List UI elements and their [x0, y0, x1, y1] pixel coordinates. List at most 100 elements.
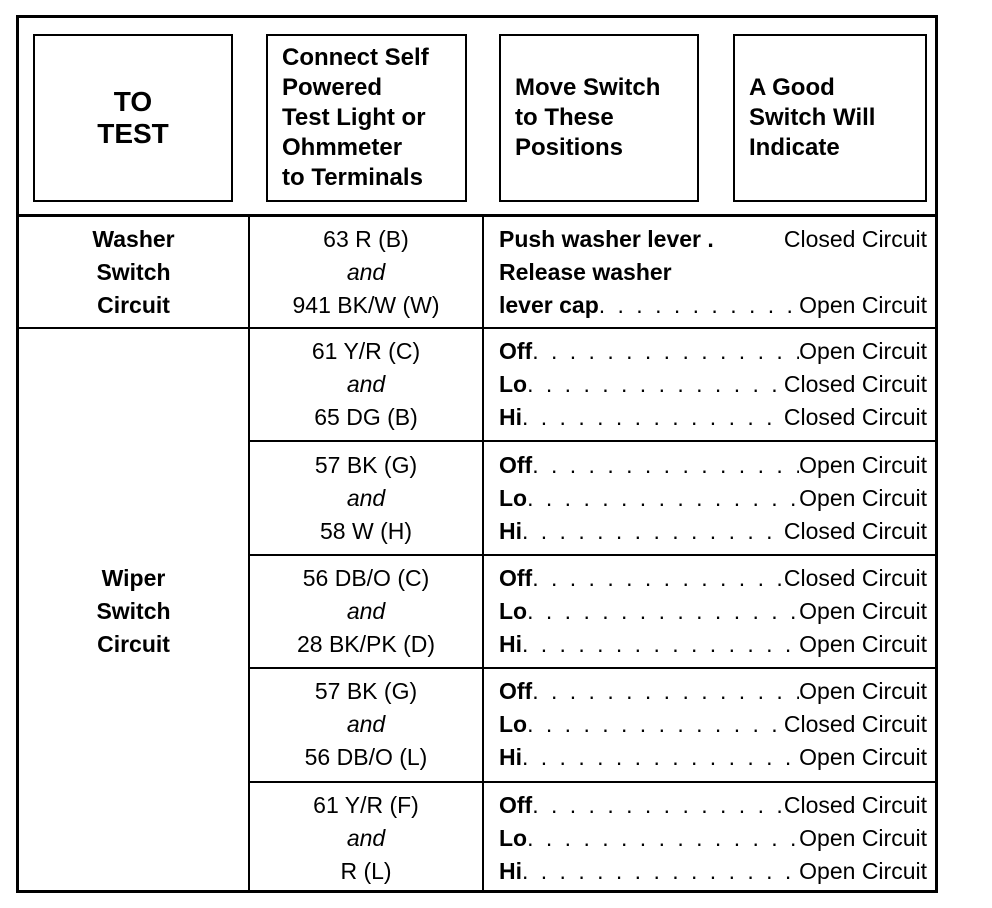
wiper-positions: Off Open Circuit Lo Open Circuit Hi Closed Ci…: [499, 442, 927, 553]
and-text: and: [346, 258, 386, 285]
label-line: Washer: [92, 225, 175, 252]
result: Open Circuit: [799, 857, 927, 884]
header-line: to Terminals: [282, 164, 423, 191]
position: Hi: [499, 744, 522, 771]
label-line: Circuit: [97, 630, 170, 657]
terminal: 61 Y/R (F): [313, 791, 419, 818]
label-line: Wiper: [101, 564, 166, 591]
position-line: Off Open Circuit: [499, 449, 927, 482]
result: Open Circuit: [799, 678, 927, 705]
column-divider: [248, 216, 250, 890]
result: Closed Circuit: [783, 371, 927, 398]
row-divider: [250, 440, 935, 443]
wiper-terminals: 57 BK (G) and 56 DB/O (L): [250, 669, 482, 780]
header-move-switch: Move Switch to These Positions: [499, 34, 699, 202]
label-line: Switch: [96, 258, 171, 285]
position-line: Off Closed Circuit: [499, 789, 927, 822]
position: Lo: [499, 824, 528, 851]
position-line: Lo Open Circuit: [499, 595, 927, 628]
row-divider: [250, 667, 935, 670]
position-line: Lo Open Circuit: [499, 482, 927, 515]
header-line: Move Switch: [515, 74, 661, 101]
position: Lo: [499, 371, 528, 398]
position: Off: [499, 451, 533, 478]
label-line: Circuit: [97, 291, 170, 318]
result: Open Circuit: [799, 824, 927, 851]
washer-positions: Push washer lever . Closed Circuit Releas…: [499, 217, 927, 327]
position-line: lever cap Open Circuit: [499, 289, 927, 322]
result: Closed Circuit: [783, 225, 927, 252]
header-line: Connect Self: [282, 44, 429, 71]
header-line: TEST: [97, 118, 169, 149]
position: Off: [499, 791, 533, 818]
position-line: Push washer lever . Closed Circuit: [499, 223, 927, 256]
terminal: 56 DB/O (C): [302, 564, 430, 591]
position-line: Off Open Circuit: [499, 675, 927, 708]
position: Hi: [499, 404, 522, 431]
wiper-positions: Off Open Circuit Lo Closed Circuit Hi Closed …: [499, 329, 927, 440]
result: Closed Circuit: [783, 404, 927, 431]
position-line: Lo Closed Circuit: [499, 708, 927, 741]
header-connect: Connect Self Powered Test Light or Ohmmeter…: [266, 34, 467, 202]
wiper-positions: Off Closed Circuit Lo Open Circuit Hi Open Ci…: [499, 556, 927, 667]
header-line: Indicate: [749, 134, 840, 161]
washer-circuit-label: Washer Switch Circuit: [19, 217, 248, 327]
result: Open Circuit: [799, 484, 927, 511]
header-line: Powered: [282, 74, 383, 101]
result: Open Circuit: [799, 451, 927, 478]
position-line: Off Open Circuit: [499, 335, 927, 368]
terminal: 63 R (B): [323, 225, 409, 252]
position: Release washer: [499, 258, 672, 285]
position: Lo: [499, 597, 528, 624]
position: lever cap: [499, 291, 599, 318]
header-to-test: TO TEST: [33, 34, 233, 202]
row-divider: [19, 327, 935, 329]
position: Lo: [499, 484, 528, 511]
result: Open Circuit: [799, 291, 927, 318]
wiper-terminals: 57 BK (G) and 58 W (H): [250, 442, 482, 553]
header-line: Test Light or: [282, 104, 426, 131]
terminal: 65 DG (B): [314, 404, 418, 431]
terminal: 57 BK (G): [314, 451, 418, 478]
position-line: Hi Closed Circuit: [499, 401, 927, 434]
label-line: Switch: [96, 597, 171, 624]
header-good-switch: A Good Switch Will Indicate: [733, 34, 927, 202]
header-line: Switch Will: [749, 104, 876, 131]
terminal: 58 W (H): [320, 517, 412, 544]
result: Closed Circuit: [783, 564, 927, 591]
and-text: and: [346, 824, 386, 851]
wiper-terminals: 56 DB/O (C) and 28 BK/PK (D): [250, 556, 482, 667]
position: Hi: [499, 857, 522, 884]
position: Off: [499, 338, 533, 365]
header-line: TO: [113, 86, 153, 117]
terminal: R (L): [340, 857, 392, 884]
position-line: Hi Open Circuit: [499, 628, 927, 661]
wiper-positions: Off Open Circuit Lo Closed Circuit Hi Open Ci…: [499, 669, 927, 780]
result: Open Circuit: [799, 630, 927, 657]
header-divider: [19, 214, 935, 217]
position: Hi: [499, 517, 522, 544]
and-text: and: [346, 371, 386, 398]
column-divider: [482, 216, 484, 890]
position-line: Off Closed Circuit: [499, 562, 927, 595]
position-line: Lo Closed Circuit: [499, 368, 927, 401]
header-line: Ohmmeter: [282, 134, 403, 161]
wiper-terminals: 61 Y/R (C) and 65 DG (B): [250, 329, 482, 440]
and-text: and: [346, 711, 386, 738]
washer-terminals: 63 R (B) and 941 BK/W (W): [250, 217, 482, 327]
wiper-terminals: 61 Y/R (F) and R (L): [250, 783, 482, 894]
position-line: Release washer: [499, 256, 927, 289]
terminal: 28 BK/PK (D): [296, 630, 436, 657]
terminal: 941 BK/W (W): [292, 291, 440, 318]
switch-test-table: TO TEST Connect Self Powered Test Light or O…: [16, 15, 938, 893]
row-divider: [250, 553, 935, 556]
header-line: Positions: [515, 134, 624, 161]
wiper-circuit-label: Wiper Switch Circuit: [19, 329, 248, 893]
result: Closed Circuit: [783, 517, 927, 544]
and-text: and: [346, 484, 386, 511]
result: Closed Circuit: [783, 791, 927, 818]
position: Lo: [499, 711, 528, 738]
position: Off: [499, 678, 533, 705]
result: Open Circuit: [799, 338, 927, 365]
